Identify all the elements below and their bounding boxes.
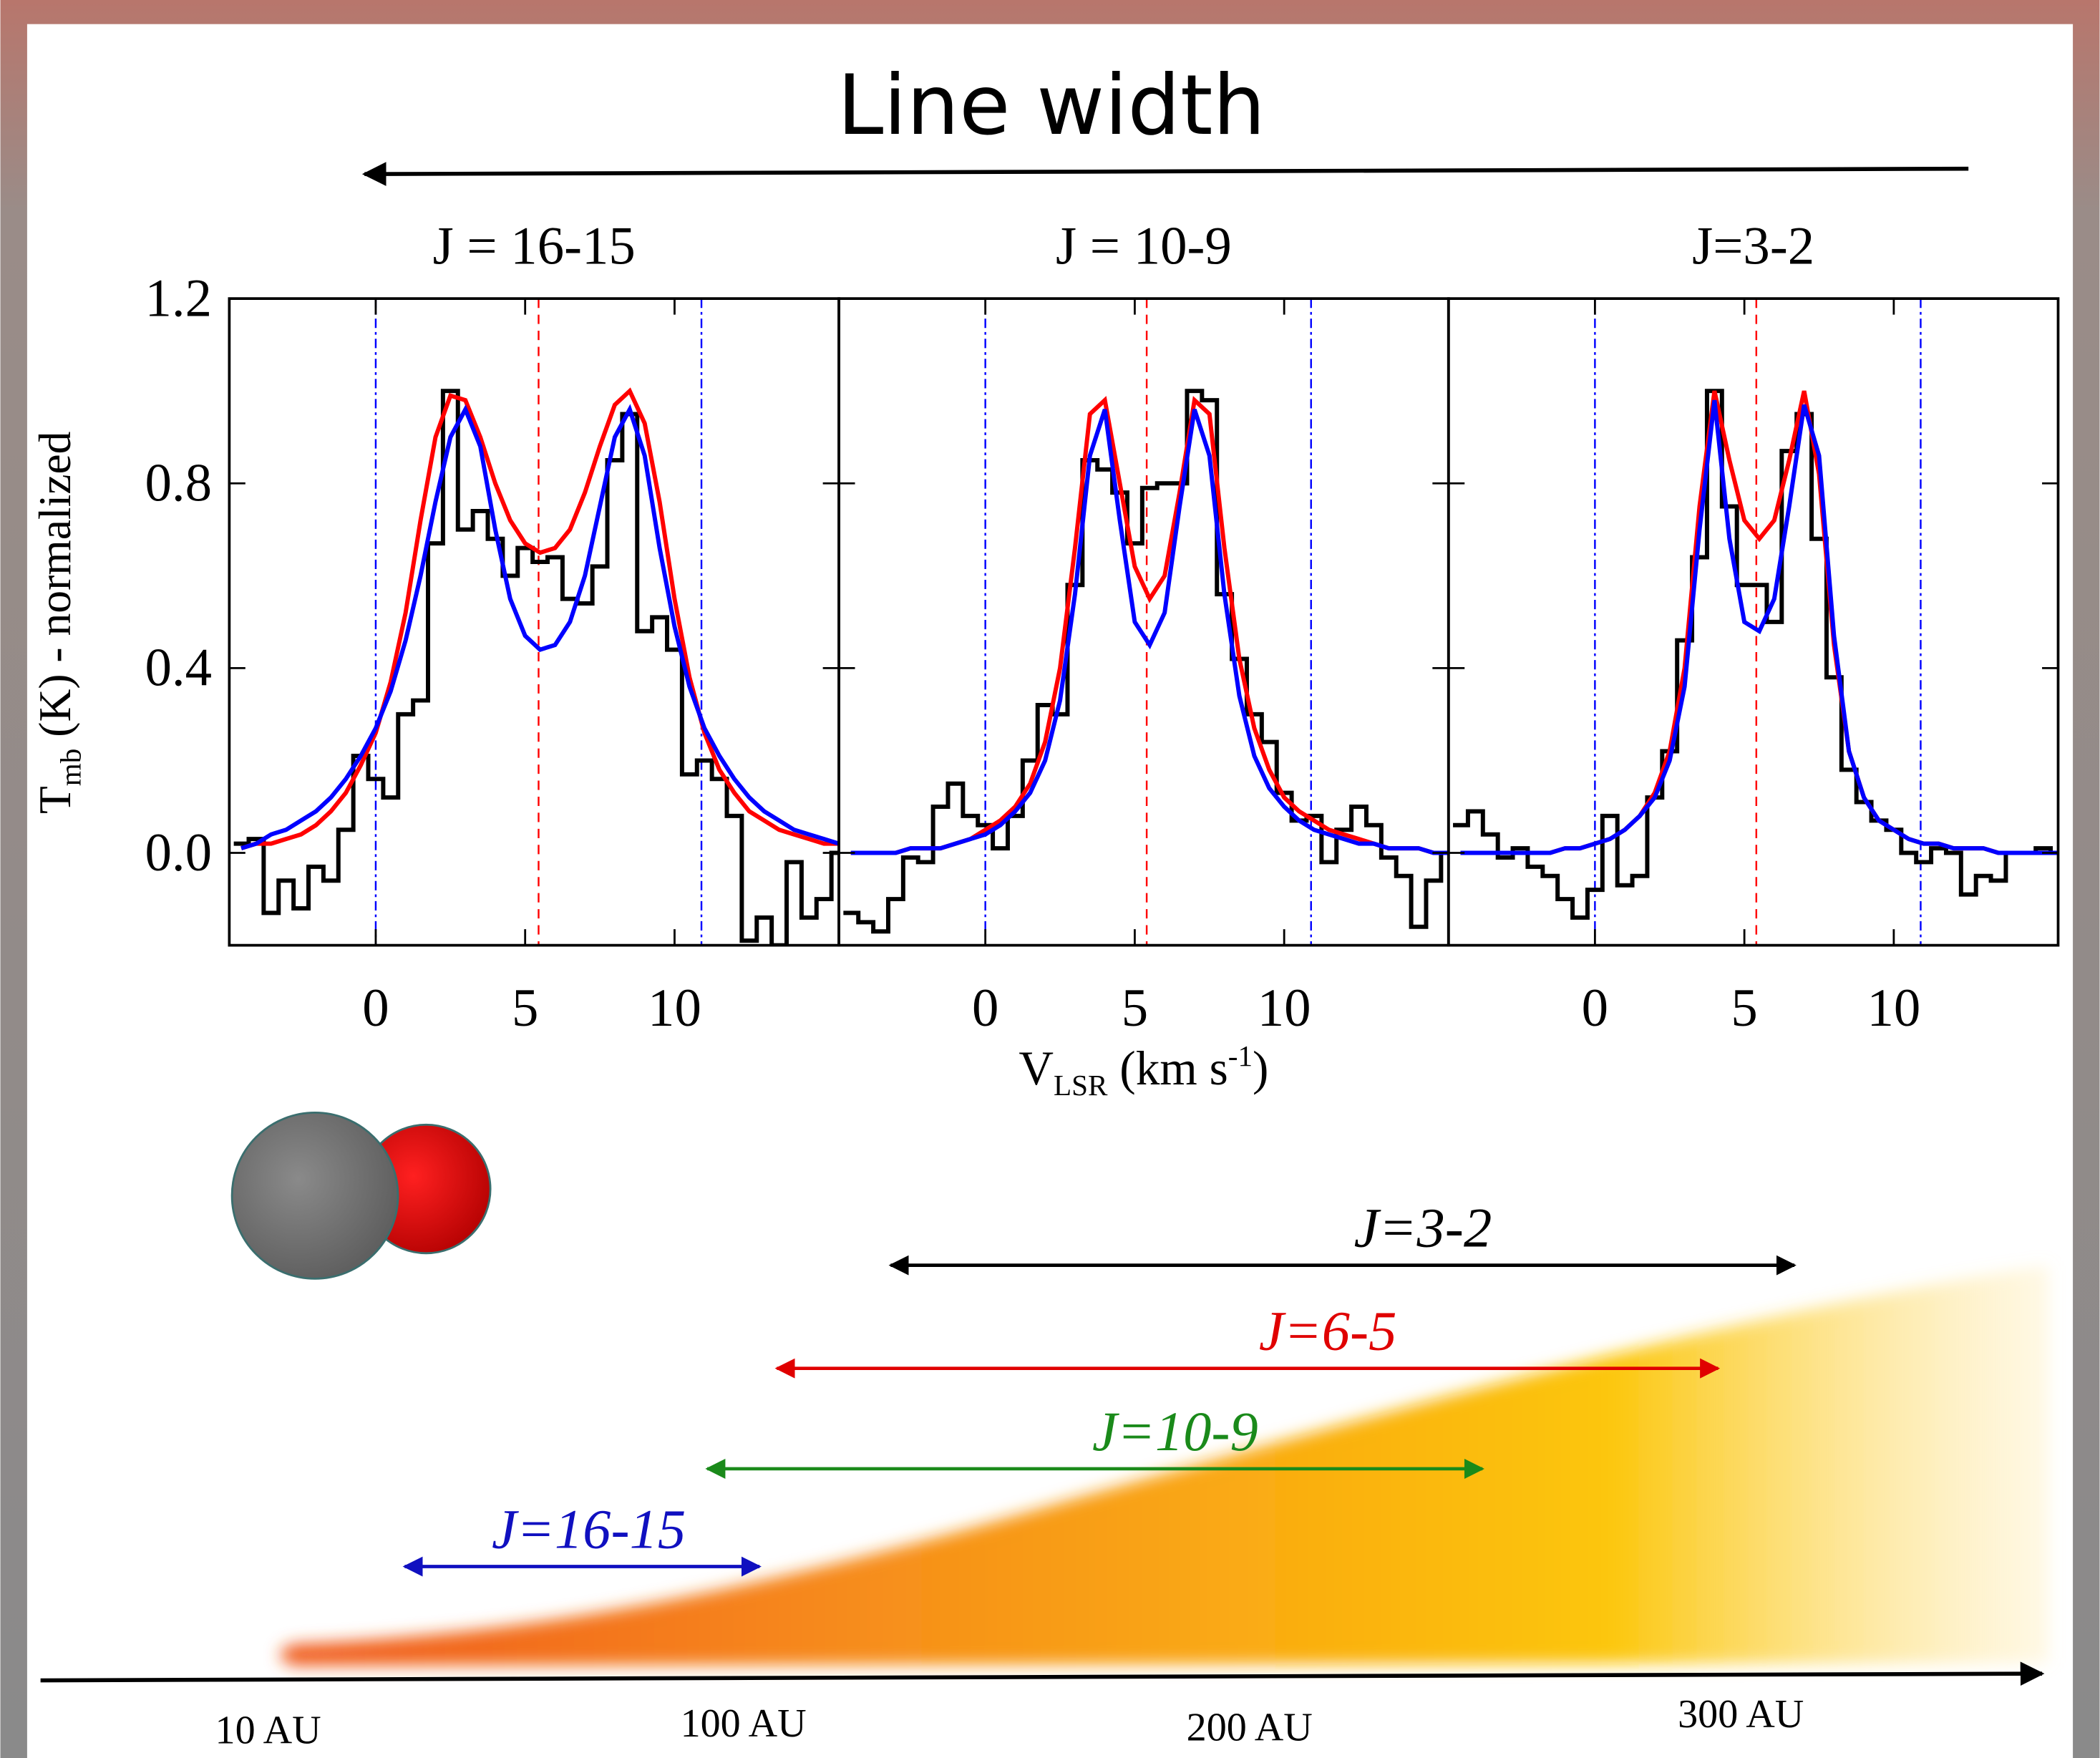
x-tick-label: 0 xyxy=(1582,978,1608,1038)
x-axis-label: VLSR (km s-1) xyxy=(1019,1039,1268,1102)
x-tick-label: 10 xyxy=(1867,978,1920,1038)
model-line xyxy=(240,387,840,850)
distance-label: 200 AU xyxy=(1187,1706,1313,1750)
line-panel: J = 10-9 0 5 10 xyxy=(837,216,1450,1038)
range-label: J=10-9 xyxy=(1092,1400,1258,1462)
model-line xyxy=(240,404,840,850)
panel-title: J = 16-15 xyxy=(433,216,636,276)
charts: J = 16-150 5 100.00.40.81.2J = 10-90 5 10J=3… xyxy=(145,216,2060,1038)
observed-spectrum xyxy=(1453,389,2058,920)
observed-spectrum xyxy=(843,389,1449,934)
x-tick-label: 5 xyxy=(512,978,538,1038)
y-tick-label: 1.2 xyxy=(145,268,213,328)
distance-label: 300 AU xyxy=(1678,1692,1804,1737)
x-tick-label: 5 xyxy=(1122,978,1148,1038)
plot-area xyxy=(233,298,840,946)
x-tick-label: 0 xyxy=(362,978,389,1038)
model-line xyxy=(850,409,1449,855)
panel-title: J=3-2 xyxy=(1692,216,1814,276)
observed-spectrum xyxy=(233,389,840,946)
y-tick-label: 0.0 xyxy=(145,823,213,883)
x-tick-label: 10 xyxy=(648,978,701,1038)
plot-frame xyxy=(1447,297,2060,947)
diagram: J=3-2 J=6-5J=10-9 J=16-15 10 AU 100 AU 200 AU… xyxy=(40,1112,2049,1752)
title-arrow xyxy=(361,162,1969,186)
distance-axis xyxy=(40,1661,2045,1686)
x-tick-label: 5 xyxy=(1731,978,1757,1038)
range-label: J=16-15 xyxy=(492,1497,686,1560)
range-label: J=6-5 xyxy=(1259,1299,1397,1361)
panel-title: J = 10-9 xyxy=(1056,216,1232,276)
carbon-atom xyxy=(230,1112,399,1280)
y-tick-label: 0.8 xyxy=(145,454,213,513)
x-tick-label: 10 xyxy=(1258,978,1311,1038)
model-line xyxy=(1460,399,2058,855)
distance-label: 10 AU xyxy=(215,1708,321,1752)
x-tick-label: 0 xyxy=(972,978,998,1038)
y-axis-label: Tmb (K) - normalized xyxy=(29,431,87,814)
plot-area xyxy=(1453,298,2058,946)
range-label: J=3-2 xyxy=(1354,1196,1492,1258)
line-panel: J=3-2 0 5 10 xyxy=(1447,216,2060,1038)
plot-area xyxy=(843,298,1449,946)
y-tick-label: 0.4 xyxy=(145,638,213,698)
figure-title: Line width xyxy=(837,57,1265,154)
line-panel: J = 16-15 0 5 10 0.0 0.4 0.8 1.2 xyxy=(145,216,840,1038)
distance-label: 100 AU xyxy=(681,1701,807,1746)
